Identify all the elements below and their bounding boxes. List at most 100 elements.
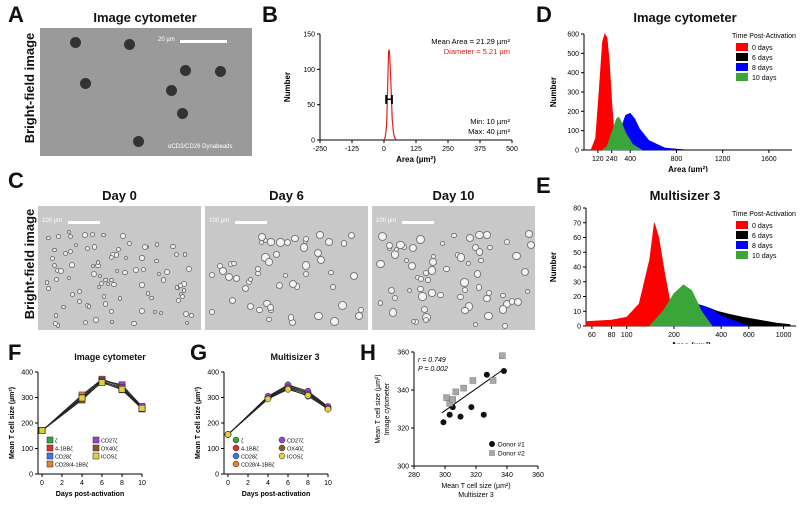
bead	[166, 85, 177, 96]
x-tick-label: 125	[410, 146, 422, 153]
t-cell	[460, 278, 469, 288]
t-cell	[145, 290, 151, 296]
diameter-label: Diameter = 5.21 µm	[444, 47, 510, 56]
x-axis-label: Area (µm²)	[671, 341, 711, 344]
x-tick-label: 300	[439, 472, 451, 479]
t-cell	[241, 285, 249, 293]
panel-a-side-label: Bright-field image	[22, 32, 37, 144]
t-cell	[503, 238, 511, 246]
y-tick-label: 300	[207, 395, 219, 402]
t-cell	[302, 270, 309, 277]
x-tick-label: 80	[608, 332, 616, 339]
t-cell	[265, 258, 273, 266]
legend-marker	[489, 450, 495, 456]
data-point	[98, 379, 106, 386]
x-tick-label: 4	[80, 480, 84, 487]
legend-label: CD28ζ	[55, 455, 72, 461]
t-cell	[328, 270, 334, 276]
t-cell	[500, 292, 506, 299]
t-cell	[103, 301, 109, 307]
t-cell	[182, 310, 189, 317]
t-cell	[289, 279, 298, 288]
y-tick-label: 200	[567, 109, 579, 116]
y-tick-label: 20	[573, 294, 581, 301]
legend-label: 8 days	[752, 65, 773, 72]
legend-label: Donor #1	[498, 442, 525, 449]
t-cell	[160, 277, 167, 283]
bead	[215, 66, 226, 77]
legend-label: ζ	[55, 439, 58, 445]
t-cell	[325, 237, 334, 246]
t-cell	[417, 285, 424, 293]
y-axis-label: Number	[549, 77, 558, 107]
y-tick-label: 0	[215, 472, 219, 479]
legend-marker	[92, 444, 100, 452]
t-cell	[69, 262, 75, 268]
t-cell	[524, 288, 530, 294]
x-tick-label: 600	[743, 332, 755, 339]
t-cell	[219, 267, 228, 276]
y-tick-label: 320	[397, 426, 409, 433]
t-cell	[475, 248, 484, 256]
t-cell	[501, 322, 509, 329]
data-point	[500, 368, 507, 374]
bead	[124, 39, 135, 50]
bead	[177, 108, 188, 119]
t-cell	[67, 248, 73, 255]
panel-letter-c: C	[8, 168, 24, 193]
t-cell	[127, 240, 133, 246]
x-axis-label: Area (µm²)	[668, 165, 708, 172]
t-cell	[340, 240, 348, 247]
y-tick-label: 150	[303, 32, 315, 39]
t-cell	[46, 286, 52, 292]
bead	[70, 37, 81, 48]
legend-marker	[278, 436, 286, 444]
t-cell	[113, 252, 120, 258]
y-axis-label: Number	[283, 72, 292, 102]
legend-label: 0 days	[752, 223, 773, 230]
x-tick-label: 1000	[776, 332, 792, 339]
t-cell	[111, 282, 117, 288]
t-cell	[299, 243, 309, 253]
x-tick-label: 2	[246, 480, 250, 487]
t-cell	[52, 247, 57, 252]
area-distribution-line	[383, 49, 398, 141]
scale-bar	[68, 221, 100, 224]
x-axis-label: Days post-activation	[242, 491, 310, 498]
data-point	[440, 419, 447, 426]
t-cell	[105, 281, 111, 287]
legend-marker	[92, 436, 100, 444]
t-cell	[451, 232, 457, 239]
y-tick-label: 340	[397, 388, 409, 395]
t-cell	[91, 263, 96, 268]
t-cell	[95, 260, 101, 265]
t-cell	[388, 307, 398, 317]
t-cell	[520, 267, 530, 277]
t-cell	[53, 276, 59, 283]
data-point	[468, 404, 475, 411]
t-cell	[283, 238, 292, 247]
legend-label: CD28ζ	[241, 455, 258, 461]
t-cell	[67, 233, 74, 240]
legend-label: CD27ζ	[101, 439, 118, 445]
t-cell	[483, 231, 491, 240]
t-cell	[508, 298, 516, 305]
t-cell	[443, 265, 450, 273]
legend-label: OX40ζ	[101, 447, 118, 453]
t-cell	[423, 316, 430, 323]
t-cell	[49, 256, 55, 262]
histogram-10-days	[601, 116, 643, 151]
t-cell	[61, 304, 66, 310]
y-tick-label: 300	[397, 464, 409, 471]
t-cell	[316, 255, 325, 265]
t-cell	[163, 268, 170, 275]
legend-swatch	[736, 241, 748, 249]
legend-label: CD27ζ	[287, 439, 304, 445]
legend-marker	[278, 452, 286, 460]
data-point	[449, 396, 456, 403]
legend-marker	[232, 436, 240, 444]
t-cell	[131, 320, 137, 327]
t-cell	[410, 318, 416, 324]
y-tick-label: 400	[21, 370, 33, 377]
